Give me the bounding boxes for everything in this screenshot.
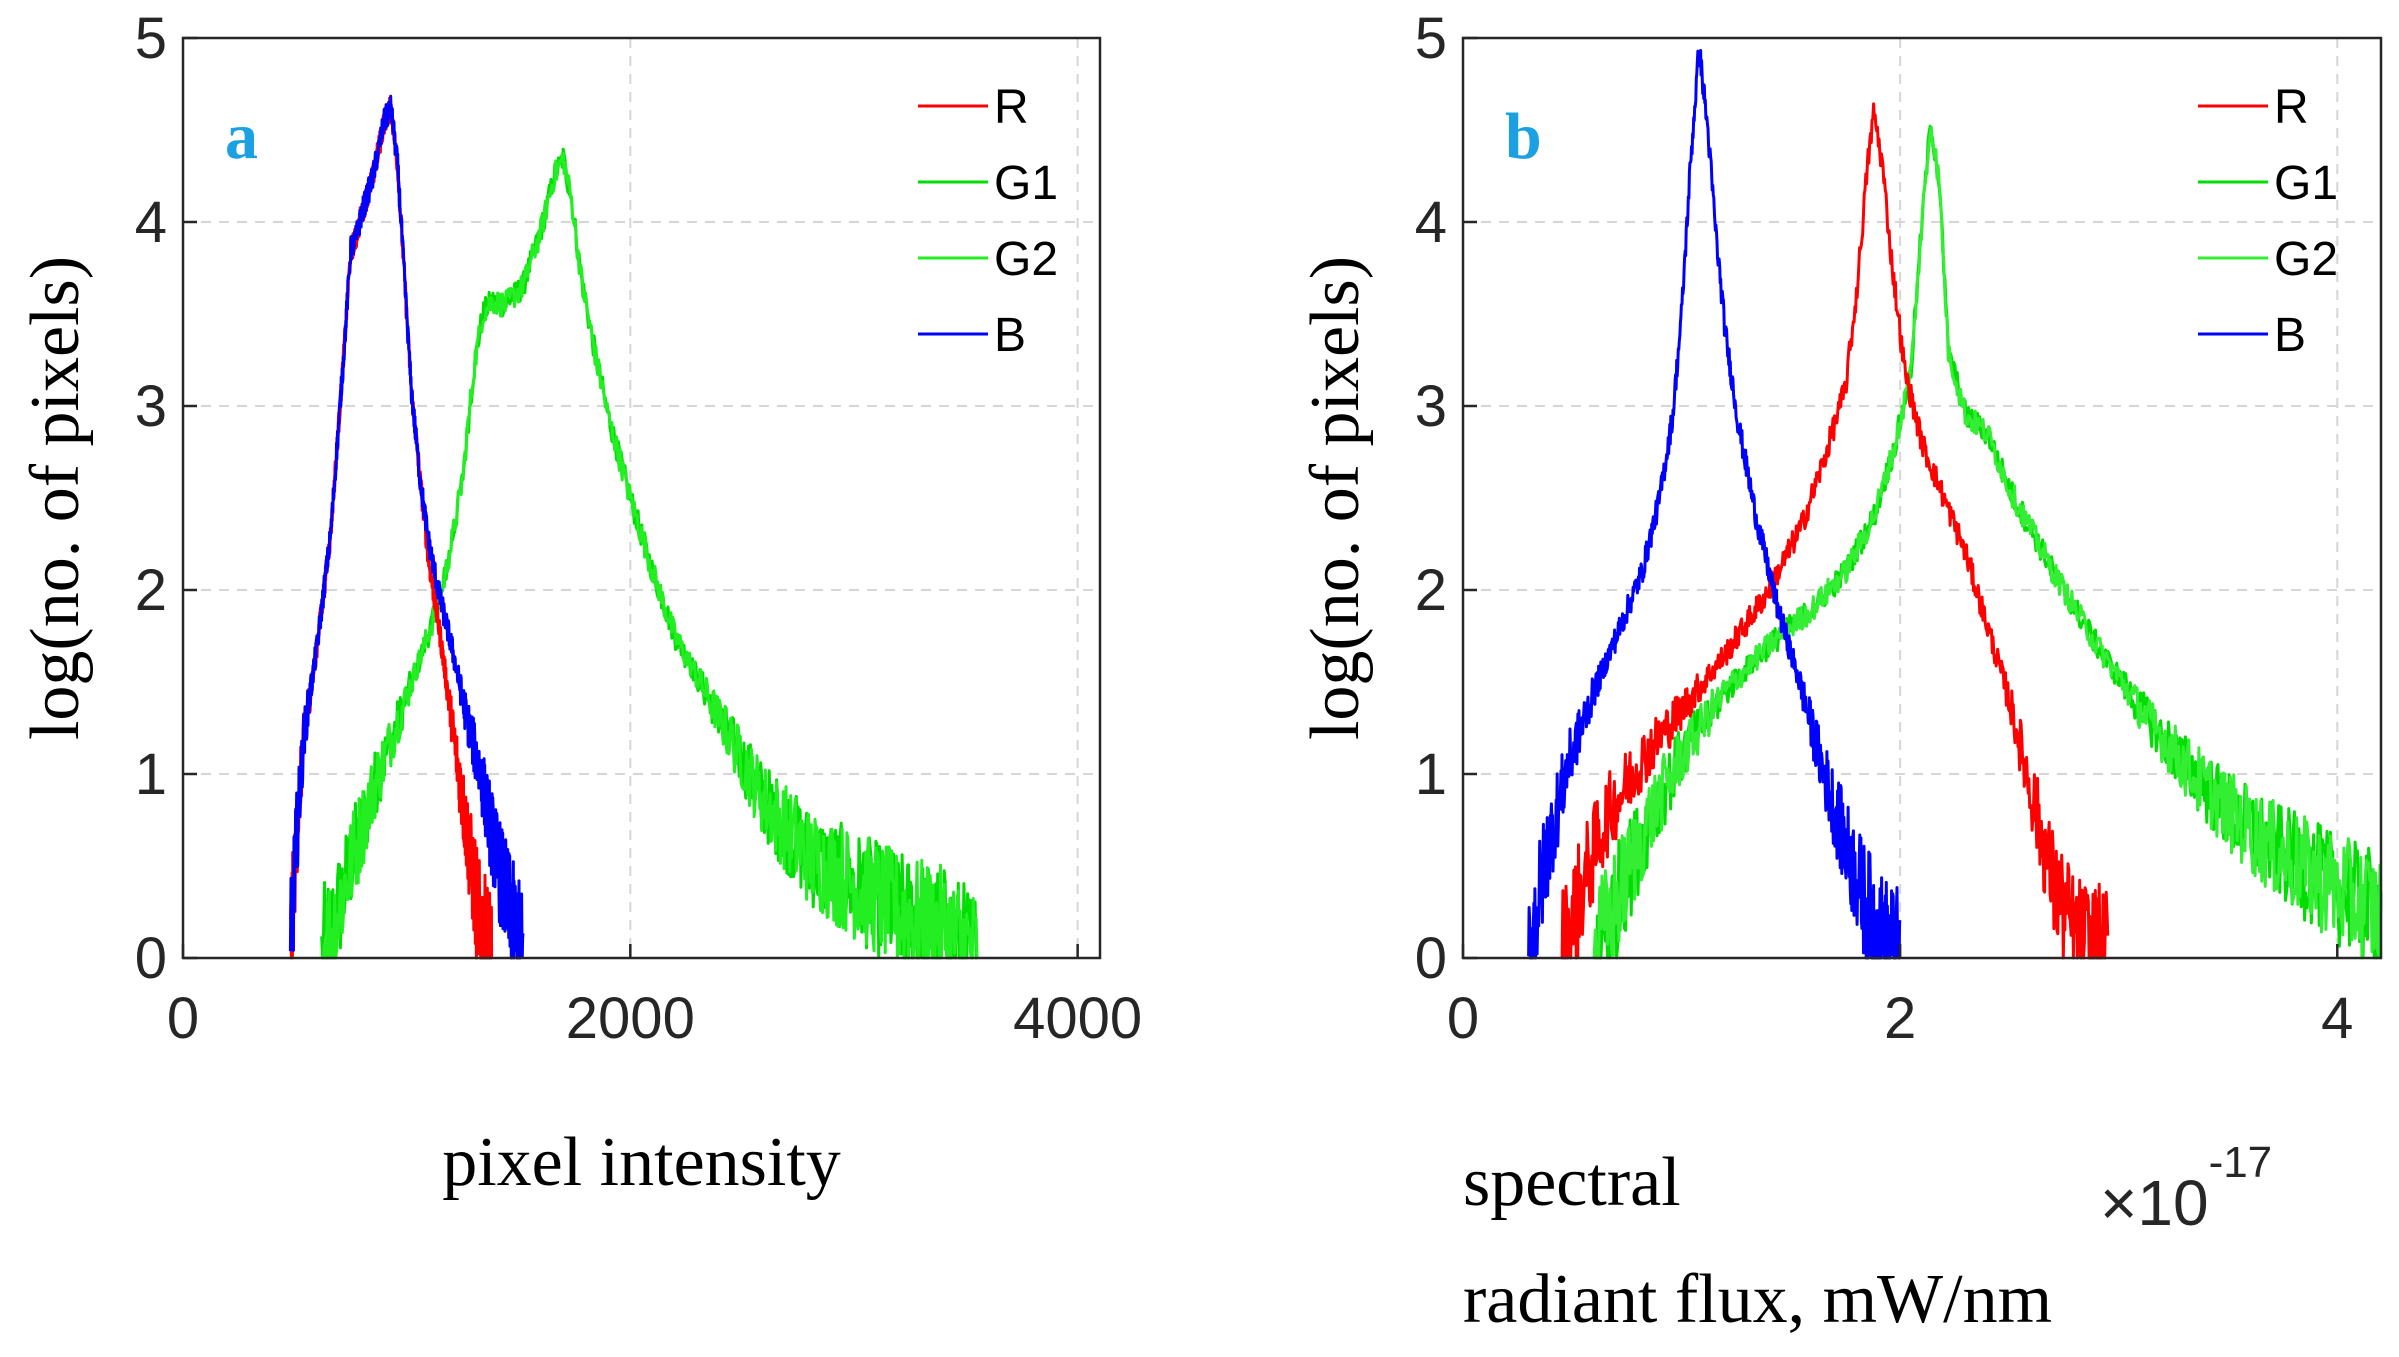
series-line-g2 <box>320 152 979 960</box>
x-tick-label: 2 <box>1884 986 1916 1051</box>
legend-label-b: B <box>994 309 1026 362</box>
panel-label: b <box>1505 100 1542 173</box>
legend-label-g1: G1 <box>994 157 1058 210</box>
chart-panel-b: 0 1 2 3 4 5 0 2 4 log(no. of pixels) spectral radia… <box>1297 6 2383 1338</box>
y-tick-label: 3 <box>1415 374 1447 439</box>
legend-label-b: B <box>2274 309 2306 362</box>
axis-multiplier: ×10-17 <box>2100 1138 2272 1239</box>
y-tick-label: 5 <box>135 6 167 71</box>
series-line-r <box>288 96 494 960</box>
y-axis-label: log(no. of pixels) <box>17 256 94 740</box>
legend-label-g2: G2 <box>2274 233 2338 286</box>
legend-label-r: R <box>2274 81 2309 134</box>
panel-label: a <box>225 100 258 173</box>
y-tick-label: 4 <box>1415 190 1447 255</box>
axes-frame <box>181 36 1102 960</box>
series-line-g2 <box>1592 125 2383 960</box>
axis-multiplier-base: ×10 <box>2100 1167 2209 1239</box>
x-tick-label: 2000 <box>566 986 695 1051</box>
x-axis-label: pixel intensity <box>442 1124 841 1201</box>
y-tick-label: 4 <box>135 190 167 255</box>
x-tick-label: 0 <box>1447 986 1479 1051</box>
series-line-b <box>1527 49 1902 960</box>
y-tick-label: 2 <box>135 558 167 623</box>
x-tick-label: 4 <box>2321 986 2353 1051</box>
y-tick-label: 2 <box>1415 558 1447 623</box>
legend-label-g2: G2 <box>994 233 1058 286</box>
axis-multiplier-exponent: -17 <box>2209 1138 2273 1187</box>
y-tick-label: 0 <box>135 926 167 991</box>
axes-frame <box>1461 36 2383 960</box>
y-axis-label: log(no. of pixels) <box>1297 256 1374 740</box>
y-tick-label: 1 <box>135 742 167 807</box>
chart-panel-a: 0 1 2 3 4 5 0 2000 4000 log(no. of pixels) pixel i… <box>17 6 1142 1201</box>
x-axis-label: spectral <box>1463 1144 1681 1221</box>
x-tick-label: 4000 <box>1013 986 1142 1051</box>
x-tick-label: 0 <box>167 986 199 1051</box>
y-tick-label: 0 <box>1415 926 1447 991</box>
series-line-g1 <box>320 147 978 960</box>
legend-label-r: R <box>994 81 1029 134</box>
series-line-b <box>288 94 525 960</box>
y-tick-label: 5 <box>1415 6 1447 71</box>
series-line-r <box>1560 102 2110 960</box>
legend-label-g1: G1 <box>2274 157 2338 210</box>
y-tick-label: 1 <box>1415 742 1447 807</box>
y-tick-label: 3 <box>135 374 167 439</box>
x-axis-label-line2: radiant flux, mW/nm <box>1463 1261 2052 1338</box>
